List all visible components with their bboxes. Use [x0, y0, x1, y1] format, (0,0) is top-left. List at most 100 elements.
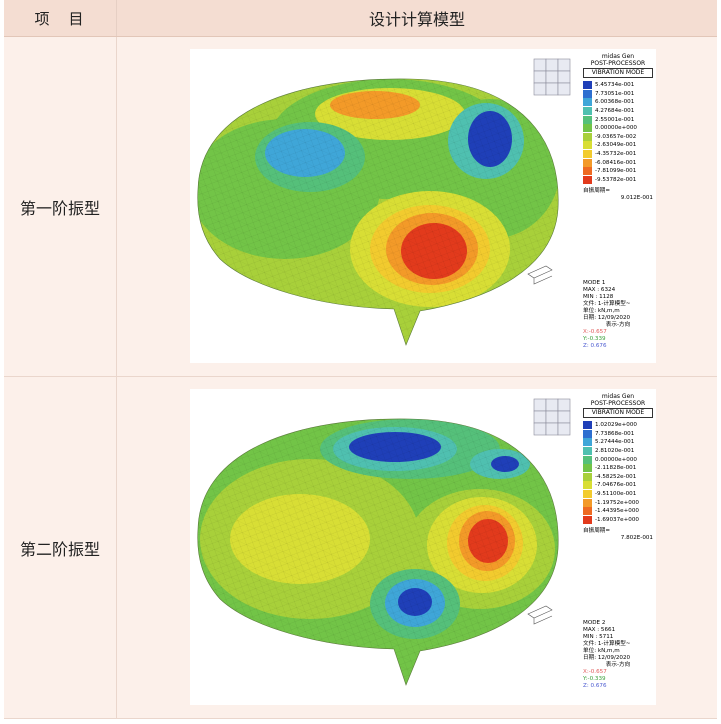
legend-item: -9.53782e-001 [583, 175, 653, 185]
table-header: 项 目 设计计算模型 [4, 0, 717, 37]
legend-value: -1.44395e+000 [595, 508, 639, 515]
axis-x: X:-0.657 [583, 669, 607, 676]
legend-swatch [583, 107, 592, 116]
support-icon [527, 605, 553, 625]
legend-item: 5.45734e-001 [583, 81, 653, 90]
legend-swatch [583, 132, 592, 141]
max-node: MAX : 6324 [583, 287, 616, 294]
legend-swatch [583, 89, 592, 98]
legend-value: 7.73868e-001 [595, 430, 635, 437]
legend-panel: midas Gen POST-PROCESSOR VIBRATION MODE … [583, 53, 653, 353]
legend-swatch [583, 481, 592, 490]
legend-item: -1.44395e+000 [583, 507, 653, 516]
legend-item: 6.00368e-001 [583, 98, 653, 107]
mode-figure: midas Gen POST-PROCESSOR VIBRATION MODE … [190, 49, 656, 363]
legend-item: -9.03657e-002 [583, 132, 653, 142]
legend-value: 0.00000e+000 [595, 125, 637, 132]
min-node: MIN : 1128 [583, 294, 614, 301]
post-processor: POST-PROCESSOR [590, 400, 646, 407]
legend-value: -2.63049e-001 [595, 142, 637, 149]
legend-value: 5.27444e-001 [595, 439, 635, 446]
view-direction: 表示-方向 [605, 322, 631, 329]
legend-item: 7.73051e-001 [583, 89, 653, 99]
unit: 单位: kN,m,m [583, 308, 620, 315]
unit: 单位: kN,m,m [583, 648, 620, 655]
legend-item: 0.00000e+000 [583, 455, 653, 464]
legend-swatch [583, 115, 592, 124]
file-name: 文件: 1-计算模型~ [583, 301, 631, 308]
legend-swatch [583, 515, 592, 524]
legend-value: 5.45734e-001 [595, 82, 635, 89]
table-row: 第二阶振型 [4, 377, 717, 719]
legend-item: 1.02029e+000 [583, 421, 653, 430]
legend-value: 2.55001e-001 [595, 116, 635, 123]
legend-swatch [583, 498, 592, 507]
legend-value: 1.02029e+000 [595, 422, 637, 429]
period-value: 9.012E-001 [620, 195, 653, 202]
legend-value: -6.08416e-001 [595, 159, 637, 166]
legend-value: 7.73051e-001 [595, 90, 635, 97]
legend-swatch [583, 167, 592, 176]
color-legend: 1.02029e+000 7.73868e-001 5.27444e-001 2.81… [583, 421, 653, 524]
mode-label: 第二阶振型 [4, 377, 117, 718]
legend-swatch [583, 455, 592, 464]
mode-number: MODE 1 [583, 280, 606, 287]
legend-item: 7.73868e-001 [583, 429, 653, 439]
legend-value: -9.03657e-002 [595, 133, 637, 140]
period-label: 自振周期= [583, 188, 611, 195]
legend-item: -2.11828e-001 [583, 464, 653, 473]
legend-value: 0.00000e+000 [595, 456, 637, 463]
legend-item: -1.19752e+000 [583, 498, 653, 507]
date: 日期: 12/09/2020 [583, 655, 631, 662]
legend-value: -1.69037e+000 [595, 516, 639, 523]
legend-item: -7.04676e-001 [583, 481, 653, 490]
legend-swatch [583, 81, 592, 90]
legend-swatch [583, 447, 592, 456]
period-label: 自振周期= [583, 528, 611, 535]
legend-swatch [583, 150, 592, 159]
mode-shape-plot [197, 398, 571, 686]
legend-swatch [583, 175, 592, 184]
mode-label: 第一阶振型 [4, 37, 117, 376]
legend-value: 4.27684e-001 [595, 108, 635, 115]
view-cube-icon [533, 398, 571, 436]
view-direction: 表示-方向 [605, 662, 631, 669]
max-node: MAX : 5661 [583, 627, 616, 634]
legend-swatch [583, 464, 592, 473]
legend-item: 2.81020e-001 [583, 447, 653, 456]
legend-swatch [583, 438, 592, 447]
legend-value: -2.11828e-001 [595, 465, 637, 472]
legend-swatch [583, 429, 592, 438]
mode-number: MODE 2 [583, 620, 606, 627]
mode-title: VIBRATION MODE [583, 68, 653, 78]
legend-swatch [583, 421, 592, 430]
date: 日期: 12/09/2020 [583, 315, 631, 322]
legend-item: -7.81099e-001 [583, 167, 653, 176]
legend-swatch [583, 507, 592, 516]
legend-value: -7.81099e-001 [595, 168, 637, 175]
legend-item: -6.08416e-001 [583, 158, 653, 167]
mode-shape-plot [197, 58, 571, 346]
support-icon [527, 265, 553, 285]
legend-swatch [583, 141, 592, 150]
mode-figure: midas Gen POST-PROCESSOR VIBRATION MODE … [190, 389, 656, 705]
min-node: MIN : 5711 [583, 634, 614, 641]
legend-value: -4.58252e-001 [595, 473, 637, 480]
legend-item: -1.69037e+000 [583, 515, 653, 525]
legend-item: -2.63049e-001 [583, 141, 653, 150]
legend-swatch [583, 490, 592, 499]
legend-swatch [583, 98, 592, 107]
app-name: midas Gen [601, 393, 635, 400]
legend-item: -9.51100e-001 [583, 490, 653, 499]
axis-y: Y:-0.339 [583, 676, 606, 683]
legend-value: 6.00368e-001 [595, 99, 635, 106]
header-model: 设计计算模型 [368, 10, 465, 29]
legend-item: 2.55001e-001 [583, 115, 653, 124]
color-legend: 5.45734e-001 7.73051e-001 6.00368e-001 4.27… [583, 81, 653, 184]
legend-value: -1.19752e+000 [595, 499, 639, 506]
legend-item: -4.35732e-001 [583, 150, 653, 159]
post-processor: POST-PROCESSOR [590, 60, 646, 67]
view-cube-icon [533, 58, 571, 96]
axis-y: Y:-0.339 [583, 336, 606, 343]
legend-item: 5.27444e-001 [583, 438, 653, 447]
